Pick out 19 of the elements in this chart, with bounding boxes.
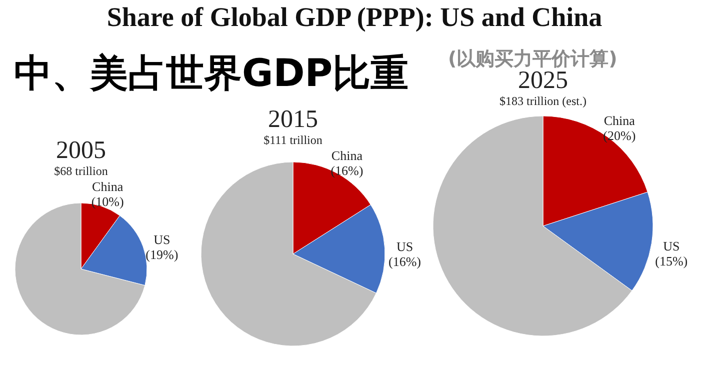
- chart-subtitle: $68 trillion: [54, 164, 108, 178]
- data-label: (20%): [603, 128, 636, 143]
- chart-title: 2015: [268, 106, 318, 133]
- chart-subtitle: $111 trillion: [264, 132, 322, 147]
- slice-label: China: [92, 179, 124, 194]
- data-label: (16%): [330, 162, 364, 178]
- slice-label: US: [663, 238, 680, 254]
- data-label: (16%): [388, 254, 422, 269]
- slice-label: China: [604, 112, 636, 128]
- text: Share of Global GDP (PPP): US and China: [106, 2, 604, 33]
- data-label: (10%): [91, 194, 124, 210]
- slice-label: US: [154, 232, 170, 247]
- chart-subtitle: $183 trillion (est.): [500, 94, 586, 108]
- chart-title: 2005: [56, 137, 106, 164]
- data-label: (19%): [146, 246, 178, 262]
- slice-label: US: [396, 238, 414, 254]
- slice-label: China: [331, 148, 363, 163]
- data-label: (15%): [655, 253, 688, 268]
- text: 中、美占世界GDP比重: [14, 50, 409, 97]
